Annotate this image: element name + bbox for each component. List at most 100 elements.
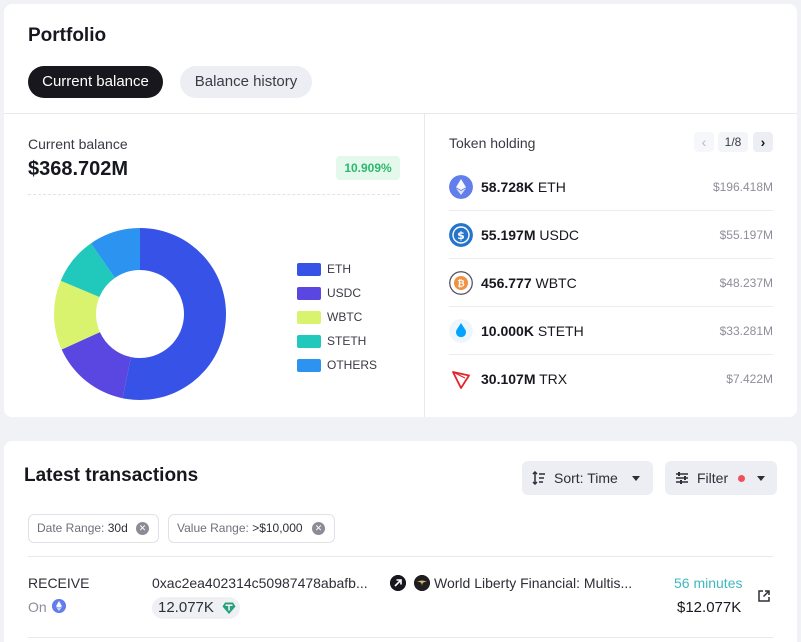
divider bbox=[449, 210, 773, 211]
token-usd-value: $7.422M bbox=[726, 372, 773, 386]
sort-icon bbox=[532, 471, 545, 485]
legend-swatch bbox=[297, 287, 321, 301]
legend-label: WBTC bbox=[327, 310, 363, 324]
value-range-chip[interactable]: Value Range: >$10,000 ✕ bbox=[168, 514, 335, 543]
legend-swatch bbox=[297, 311, 321, 325]
eth-icon bbox=[449, 175, 473, 199]
current-balance-value: $368.702M bbox=[28, 158, 129, 180]
token-usd-value: $48.237M bbox=[719, 276, 773, 290]
token-symbol: WBTC bbox=[535, 275, 577, 291]
chip-value: >$10,000 bbox=[252, 521, 303, 535]
usdt-icon bbox=[222, 602, 236, 614]
tab-balance-history[interactable]: Balance history bbox=[180, 66, 312, 98]
token-row[interactable]: 30.107M TRX $7.422M bbox=[449, 355, 773, 403]
legend-swatch bbox=[297, 359, 321, 373]
chip-label: Date Range: bbox=[37, 521, 105, 535]
token-row[interactable]: $ 55.197M USDC $55.197M bbox=[449, 211, 773, 259]
legend-label: STETH bbox=[327, 334, 367, 348]
tx-entity-link[interactable]: World Liberty Financial: Multis... bbox=[434, 575, 633, 591]
token-holding-title: Token holding bbox=[449, 135, 536, 151]
legend-label: OTHERS bbox=[327, 358, 378, 372]
tx-amount: 12.077K bbox=[152, 597, 240, 619]
donut-slice-others[interactable] bbox=[90, 228, 140, 278]
wbtc-icon: ₿ bbox=[449, 271, 473, 295]
steth-icon bbox=[449, 319, 473, 343]
tx-usd-value: $12.077K bbox=[677, 599, 742, 616]
transactions-title: Latest transactions bbox=[24, 465, 199, 486]
divider bbox=[28, 637, 773, 638]
tx-type: RECEIVE bbox=[28, 575, 90, 591]
token-row[interactable]: 10.000K STETH $33.281M bbox=[449, 307, 773, 355]
remove-chip-icon[interactable]: ✕ bbox=[312, 522, 325, 535]
divider bbox=[28, 194, 400, 195]
remove-chip-icon[interactable]: ✕ bbox=[136, 522, 149, 535]
divider bbox=[28, 556, 773, 557]
page-indicator: 1/8 bbox=[718, 132, 748, 152]
outgoing-arrow-icon bbox=[390, 575, 406, 591]
donut-slice-eth[interactable] bbox=[122, 228, 227, 400]
portfolio-card: Portfolio Current balance Balance histor… bbox=[4, 4, 797, 417]
chevron-down-icon bbox=[757, 476, 765, 481]
legend-item-usdc[interactable]: USDC bbox=[297, 286, 362, 301]
divider bbox=[424, 113, 425, 417]
tab-current-balance[interactable]: Current balance bbox=[28, 66, 163, 98]
divider bbox=[449, 258, 773, 259]
divider bbox=[449, 306, 773, 307]
token-row[interactable]: 58.728K ETH $196.418M bbox=[449, 163, 773, 211]
token-symbol: ETH bbox=[537, 179, 566, 195]
divider bbox=[449, 354, 773, 355]
tx-hash-link[interactable]: 0xac2ea402314c50987478abafb... bbox=[152, 575, 368, 591]
filter-sliders-icon bbox=[676, 472, 688, 484]
token-symbol: STETH bbox=[537, 323, 584, 339]
donut-slice-steth[interactable] bbox=[60, 243, 115, 297]
sort-label: Sort: Time bbox=[554, 470, 618, 486]
chip-value: 30d bbox=[107, 521, 128, 535]
external-link-icon[interactable] bbox=[757, 589, 771, 603]
token-amount: 10.000K bbox=[481, 323, 534, 339]
legend-item-steth[interactable]: STETH bbox=[297, 334, 367, 349]
token-amount: 58.728K bbox=[481, 179, 534, 195]
chip-label: Value Range: bbox=[177, 521, 249, 535]
usdc-icon: $ bbox=[449, 223, 473, 247]
token-amount: 30.107M bbox=[481, 371, 536, 387]
legend-item-others[interactable]: OTHERS bbox=[297, 358, 378, 373]
token-usd-value: $55.197M bbox=[719, 228, 773, 242]
donut-slice-wbtc[interactable] bbox=[54, 280, 100, 350]
tx-time: 56 minutes bbox=[674, 575, 743, 591]
token-symbol: USDC bbox=[539, 227, 580, 243]
token-amount: 456.777 bbox=[481, 275, 532, 291]
donut-slice-usdc[interactable] bbox=[61, 332, 132, 399]
token-amount: 55.197M bbox=[481, 227, 536, 243]
prev-page-button[interactable]: ‹ bbox=[694, 132, 714, 152]
balance-change-badge: 10.909% bbox=[336, 156, 400, 180]
chevron-right-icon: › bbox=[760, 134, 766, 150]
token-usd-value: $33.281M bbox=[719, 324, 773, 338]
tx-chain-label: On bbox=[28, 599, 47, 615]
svg-text:$: $ bbox=[457, 229, 465, 242]
legend-item-wbtc[interactable]: WBTC bbox=[297, 310, 363, 325]
current-balance-label: Current balance bbox=[28, 136, 128, 152]
eth-chain-icon bbox=[52, 599, 66, 613]
allocation-donut-chart bbox=[54, 228, 227, 400]
portfolio-title: Portfolio bbox=[28, 25, 107, 46]
divider bbox=[4, 113, 797, 114]
date-range-chip[interactable]: Date Range: 30d ✕ bbox=[28, 514, 159, 543]
svg-text:₿: ₿ bbox=[457, 279, 464, 290]
legend-label: USDC bbox=[327, 286, 362, 300]
legend-item-eth[interactable]: ETH bbox=[297, 262, 351, 277]
token-row[interactable]: ₿ 456.777 WBTC $48.237M bbox=[449, 259, 773, 307]
filter-button[interactable]: Filter bbox=[665, 461, 777, 495]
token-usd-value: $196.418M bbox=[712, 180, 773, 194]
transactions-card: Latest transactions Sort: Time Filter Da… bbox=[4, 441, 797, 642]
filter-label: Filter bbox=[697, 470, 729, 486]
token-symbol: TRX bbox=[539, 371, 568, 387]
filter-active-dot bbox=[738, 475, 745, 482]
trx-icon bbox=[449, 367, 473, 391]
next-page-button[interactable]: › bbox=[753, 132, 773, 152]
legend-label: ETH bbox=[327, 262, 351, 276]
world-liberty-logo-icon bbox=[414, 575, 430, 591]
legend-swatch bbox=[297, 263, 321, 277]
legend-swatch bbox=[297, 335, 321, 349]
sort-button[interactable]: Sort: Time bbox=[522, 461, 653, 495]
chevron-down-icon bbox=[632, 476, 640, 481]
